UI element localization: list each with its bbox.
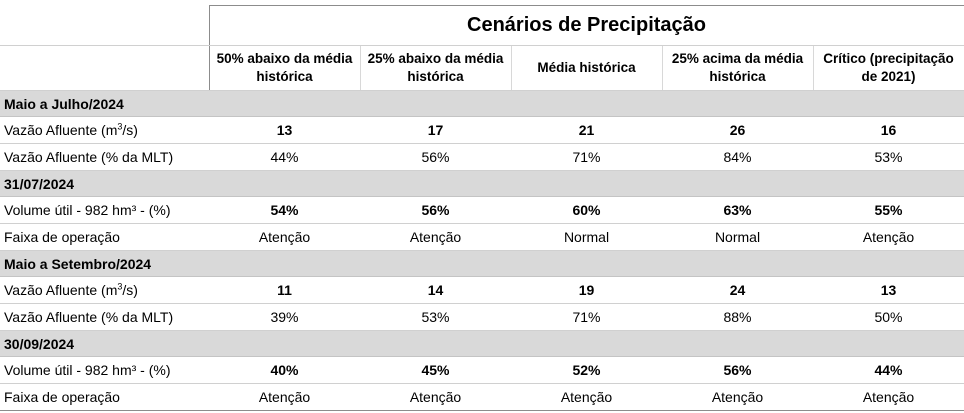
table-cell: 17 [360, 116, 511, 144]
table-cell: 44% [813, 356, 964, 384]
column-header-25-below: 25% abaixo da média histórica [359, 45, 511, 91]
row-label: Volume útil - 982 hm³ - (%) [0, 196, 209, 224]
row-label: Volume útil - 982 hm³ - (%) [0, 356, 209, 384]
section-row: Maio a Julho/2024 [0, 90, 964, 117]
column-header-25-above: 25% acima da média histórica [661, 45, 813, 91]
section-label: Maio a Setembro/2024 [0, 250, 964, 277]
table-cell: Atenção [360, 383, 511, 411]
table-cell: 11 [209, 276, 360, 304]
table-cell: Atenção [662, 383, 813, 411]
table-cell: 63% [662, 196, 813, 224]
table-cell: 44% [209, 143, 360, 171]
section-label: Maio a Julho/2024 [0, 90, 964, 117]
title-row: Cenários de Precipitação [0, 5, 964, 46]
row-label: Vazão Afluente (% da MLT) [0, 303, 209, 331]
table-cell: 52% [511, 356, 662, 384]
row-label: Vazão Afluente (% da MLT) [0, 143, 209, 171]
table-row: Vazão Afluente (% da MLT) 44% 56% 71% 84% 53% [0, 143, 964, 171]
section-row: 31/07/2024 [0, 170, 964, 197]
title-blank-cell [0, 5, 209, 46]
row-label-text: Vazão Afluente (m [4, 282, 118, 298]
table-cell: 13 [813, 276, 964, 304]
table-row: Vazão Afluente (m3/s) 11 14 19 24 13 [0, 276, 964, 304]
row-label: Faixa de operação [0, 223, 209, 251]
table-cell: 19 [511, 276, 662, 304]
table-row: Faixa de operação Atenção Atenção Atenção At… [0, 383, 964, 411]
table-cell: 21 [511, 116, 662, 144]
row-label: Vazão Afluente (m3/s) [0, 116, 209, 144]
table-cell: 40% [209, 356, 360, 384]
column-header-critical-2021: Crítico (precipitação de 2021) [812, 45, 964, 91]
row-label-unit: /s) [122, 282, 138, 298]
table-cell: 26 [662, 116, 813, 144]
row-label-superscript: 3 [117, 281, 123, 292]
table-cell: 71% [511, 143, 662, 171]
precipitation-scenarios-table: Cenários de Precipitação 50% abaixo da m… [0, 5, 964, 411]
column-header-50-below: 50% abaixo da média histórica [208, 45, 360, 91]
table-cell: Normal [511, 223, 662, 251]
table-cell: 13 [209, 116, 360, 144]
table-cell: 16 [813, 116, 964, 144]
row-label-unit: /s) [122, 122, 138, 138]
row-label-text: Vazão Afluente (m [4, 122, 118, 138]
table-cell: 54% [209, 196, 360, 224]
table-cell: 24 [662, 276, 813, 304]
section-row: Maio a Setembro/2024 [0, 250, 964, 277]
table-cell: 56% [360, 196, 511, 224]
table-cell: 50% [813, 303, 964, 331]
table-cell: Atenção [209, 223, 360, 251]
row-label: Vazão Afluente (m3/s) [0, 276, 209, 304]
column-header-historical-mean: Média histórica [510, 45, 662, 91]
table-cell: 71% [511, 303, 662, 331]
header-blank-cell [0, 45, 209, 91]
table-cell: 60% [511, 196, 662, 224]
row-label-superscript: 3 [117, 121, 123, 132]
table-cell: Atenção [360, 223, 511, 251]
section-row: 30/09/2024 [0, 330, 964, 357]
table-cell: 56% [360, 143, 511, 171]
table-row: Faixa de operação Atenção Atenção Normal Nor… [0, 223, 964, 251]
table-cell: 53% [360, 303, 511, 331]
table-title: Cenários de Precipitação [208, 5, 964, 46]
table-row: Volume útil - 982 hm³ - (%) 40% 45% 52% 56% 4… [0, 356, 964, 384]
table-cell: Atenção [209, 383, 360, 411]
table-cell: Normal [662, 223, 813, 251]
table-cell: 39% [209, 303, 360, 331]
table-cell: 56% [662, 356, 813, 384]
table-cell: 84% [662, 143, 813, 171]
column-header-row: 50% abaixo da média histórica 25% abaixo… [0, 45, 964, 91]
section-label: 30/09/2024 [0, 330, 964, 357]
table-cell: Atenção [813, 383, 964, 411]
table-cell: Atenção [511, 383, 662, 411]
table-cell: 55% [813, 196, 964, 224]
section-label: 31/07/2024 [0, 170, 964, 197]
table-row: Vazão Afluente (m3/s) 13 17 21 26 16 [0, 116, 964, 144]
table-cell: Atenção [813, 223, 964, 251]
row-label: Faixa de operação [0, 383, 209, 411]
table-cell: 45% [360, 356, 511, 384]
table-row: Vazão Afluente (% da MLT) 39% 53% 71% 88% 50% [0, 303, 964, 331]
table-row: Volume útil - 982 hm³ - (%) 54% 56% 60% 63% 5… [0, 196, 964, 224]
table-cell: 53% [813, 143, 964, 171]
table-cell: 88% [662, 303, 813, 331]
table-cell: 14 [360, 276, 511, 304]
